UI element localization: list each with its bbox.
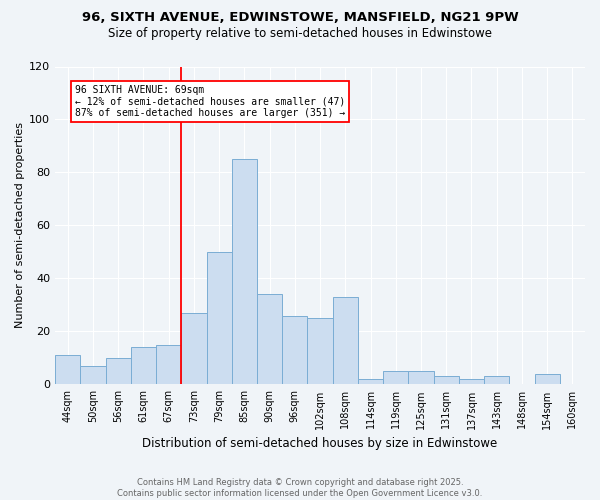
Bar	[131, 348, 156, 385]
Bar	[484, 376, 509, 384]
Bar	[206, 252, 232, 384]
Bar	[282, 316, 307, 384]
Bar	[181, 313, 206, 384]
Bar	[307, 318, 332, 384]
Bar	[332, 297, 358, 384]
Bar	[459, 379, 484, 384]
Bar	[434, 376, 459, 384]
Bar	[106, 358, 131, 384]
X-axis label: Distribution of semi-detached houses by size in Edwinstowe: Distribution of semi-detached houses by …	[142, 437, 498, 450]
Bar	[257, 294, 282, 384]
Bar	[232, 159, 257, 384]
Bar	[409, 371, 434, 384]
Text: Contains HM Land Registry data © Crown copyright and database right 2025.
Contai: Contains HM Land Registry data © Crown c…	[118, 478, 482, 498]
Bar	[383, 371, 409, 384]
Bar	[80, 366, 106, 384]
Text: 96, SIXTH AVENUE, EDWINSTOWE, MANSFIELD, NG21 9PW: 96, SIXTH AVENUE, EDWINSTOWE, MANSFIELD,…	[82, 11, 518, 24]
Bar	[358, 379, 383, 384]
Bar	[55, 356, 80, 384]
Bar	[535, 374, 560, 384]
Bar	[156, 344, 181, 385]
Text: Size of property relative to semi-detached houses in Edwinstowe: Size of property relative to semi-detach…	[108, 28, 492, 40]
Text: 96 SIXTH AVENUE: 69sqm
← 12% of semi-detached houses are smaller (47)
87% of sem: 96 SIXTH AVENUE: 69sqm ← 12% of semi-det…	[76, 85, 346, 118]
Y-axis label: Number of semi-detached properties: Number of semi-detached properties	[15, 122, 25, 328]
